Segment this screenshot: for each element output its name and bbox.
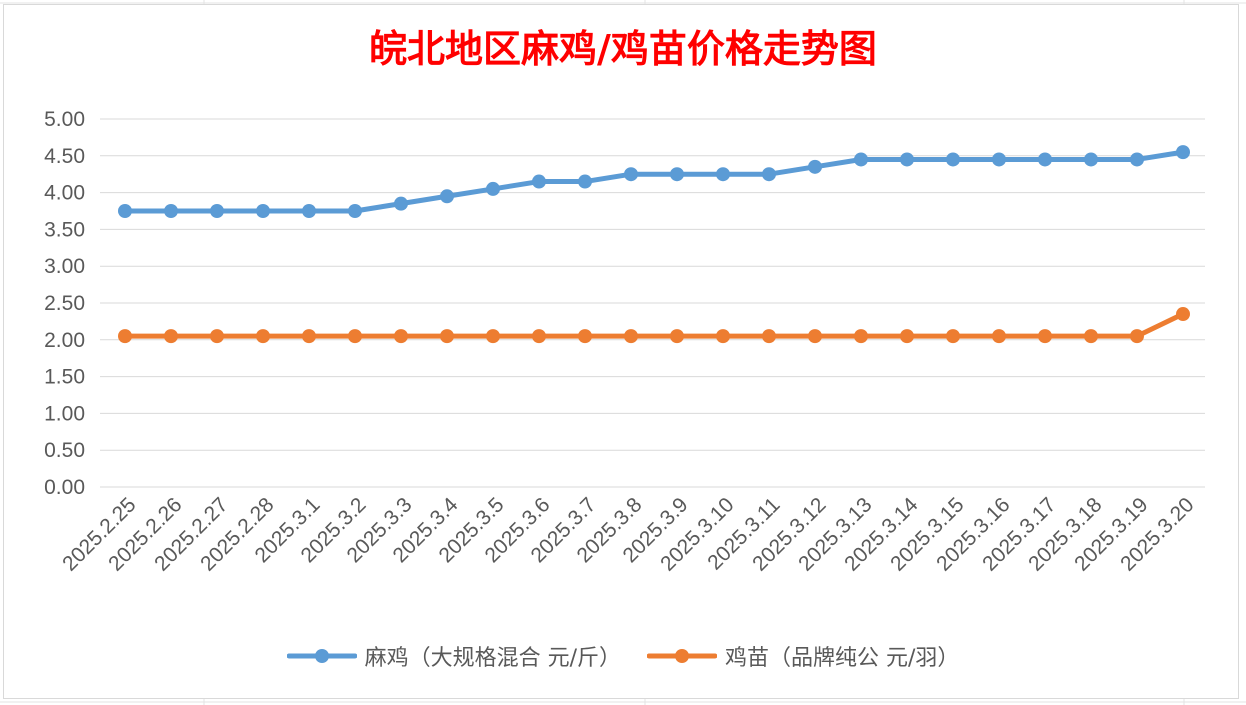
data-point-series-2 bbox=[348, 329, 362, 344]
chart-legend: 麻鸡（大规格混合 元/斤） 鸡苗（品牌纯公 元/羽） bbox=[0, 636, 1246, 676]
data-point-series-1 bbox=[1176, 145, 1190, 160]
data-point-series-2 bbox=[762, 329, 776, 344]
data-point-series-2 bbox=[256, 329, 270, 344]
series-line-1 bbox=[122, 149, 1186, 214]
data-point-series-2 bbox=[532, 329, 546, 344]
y-tick-label: 2.50 bbox=[44, 292, 85, 315]
data-point-series-2 bbox=[486, 329, 500, 344]
data-point-series-1 bbox=[808, 159, 822, 174]
data-point-series-2 bbox=[992, 329, 1006, 344]
data-point-series-1 bbox=[302, 204, 316, 218]
chart-frame[interactable] bbox=[3, 4, 1239, 699]
y-tick-label: 2.00 bbox=[44, 329, 85, 352]
y-tick-label: 1.00 bbox=[44, 402, 85, 425]
data-point-series-2 bbox=[578, 329, 592, 344]
y-tick-label: 4.00 bbox=[44, 182, 85, 205]
data-point-series-1 bbox=[762, 167, 776, 182]
data-point-series-1 bbox=[118, 204, 132, 218]
data-point-series-2 bbox=[1038, 329, 1052, 344]
data-point-series-1 bbox=[256, 204, 270, 218]
legend-marker-series-1 bbox=[286, 649, 357, 663]
y-tick-label: 0.00 bbox=[44, 476, 85, 499]
data-point-series-2 bbox=[440, 329, 454, 344]
y-tick-label: 5.00 bbox=[44, 108, 85, 131]
y-tick-label: 3.50 bbox=[44, 218, 85, 241]
legend-item-series-1: 麻鸡（大规格混合 元/斤） bbox=[286, 640, 621, 672]
data-point-series-2 bbox=[716, 329, 730, 344]
data-point-series-1 bbox=[900, 152, 914, 167]
y-tick-label: 1.50 bbox=[44, 366, 85, 389]
data-point-series-1 bbox=[578, 174, 592, 189]
data-point-series-2 bbox=[1176, 307, 1190, 322]
data-point-series-2 bbox=[302, 329, 316, 344]
y-tick-label: 3.00 bbox=[44, 255, 85, 278]
legend-item-series-2: 鸡苗（品牌纯公 元/羽） bbox=[647, 640, 959, 672]
data-point-series-2 bbox=[900, 329, 914, 344]
legend-marker-series-2 bbox=[647, 649, 717, 663]
data-point-series-1 bbox=[164, 204, 178, 218]
legend-label-series-1: 麻鸡（大规格混合 元/斤） bbox=[364, 646, 621, 671]
series-line-2 bbox=[122, 311, 1186, 339]
chart-title: 皖北地区麻鸡/鸡苗价格走势图 bbox=[369, 26, 877, 71]
data-point-series-2 bbox=[808, 329, 822, 344]
data-point-series-1 bbox=[670, 167, 684, 182]
data-point-series-1 bbox=[394, 196, 408, 211]
data-point-series-2 bbox=[1084, 329, 1098, 344]
y-tick-label: 0.50 bbox=[44, 439, 85, 462]
data-point-series-1 bbox=[486, 181, 500, 196]
data-point-series-2 bbox=[670, 329, 684, 344]
data-point-series-2 bbox=[394, 329, 408, 344]
y-tick-label: 4.50 bbox=[44, 145, 85, 168]
data-point-series-2 bbox=[1130, 329, 1144, 344]
data-point-series-1 bbox=[716, 167, 730, 182]
data-point-series-2 bbox=[624, 329, 638, 344]
data-point-series-1 bbox=[624, 167, 638, 182]
data-point-series-1 bbox=[210, 204, 224, 218]
data-point-series-2 bbox=[946, 329, 960, 344]
data-point-series-2 bbox=[164, 329, 178, 344]
data-point-series-1 bbox=[992, 152, 1006, 167]
data-point-series-1 bbox=[1038, 152, 1052, 167]
data-point-series-2 bbox=[210, 329, 224, 344]
data-point-series-1 bbox=[532, 174, 546, 189]
data-point-series-1 bbox=[1084, 152, 1098, 167]
data-point-series-1 bbox=[1130, 152, 1144, 167]
data-point-series-2 bbox=[854, 329, 868, 344]
data-point-series-2 bbox=[118, 329, 132, 344]
data-point-series-1 bbox=[854, 152, 868, 167]
data-point-series-1 bbox=[946, 152, 960, 167]
data-point-series-1 bbox=[440, 189, 454, 204]
legend-label-series-2: 鸡苗（品牌纯公 元/羽） bbox=[725, 646, 960, 671]
data-point-series-1 bbox=[348, 204, 362, 218]
